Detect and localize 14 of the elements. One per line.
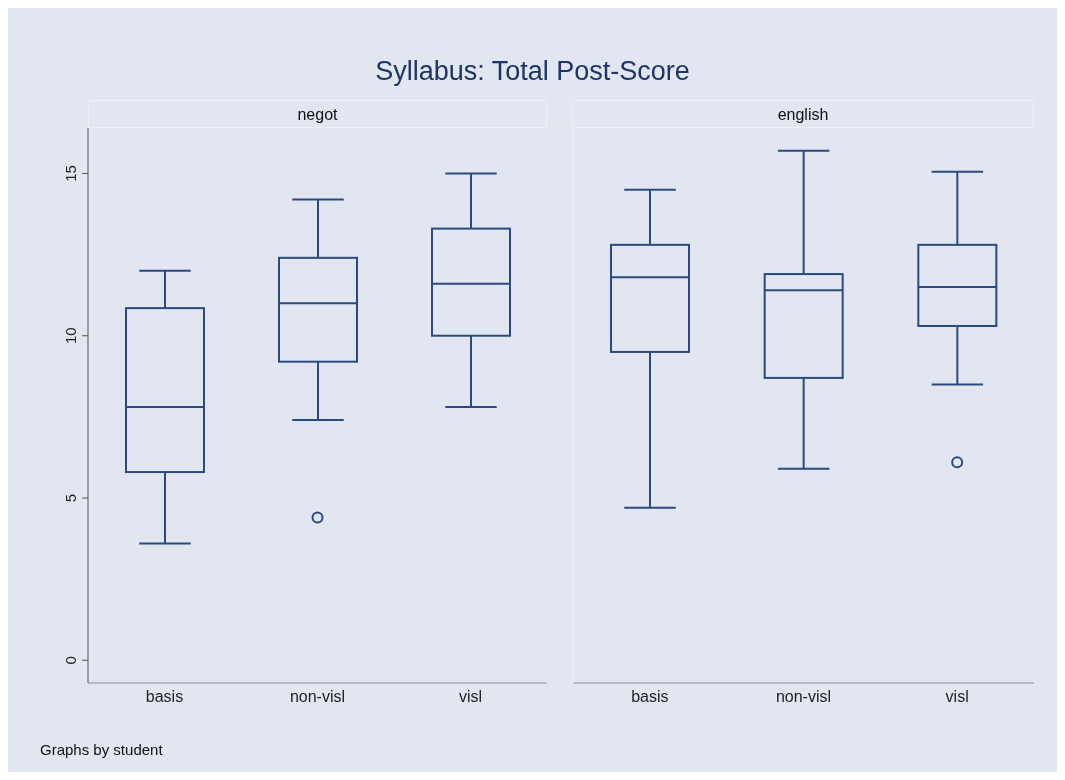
chart-subtitle: english xyxy=(572,100,1034,128)
y-tick-label: 10 xyxy=(62,327,79,345)
x-tick-label: visl xyxy=(945,688,969,706)
text: Graphs by student xyxy=(40,741,163,758)
x-tick-label: visl xyxy=(458,688,483,706)
y-tick-label: 5 xyxy=(62,493,79,503)
x-tick-label: basis xyxy=(145,688,184,706)
y-tick-label: 15 xyxy=(62,165,79,182)
x-tick-label: non-visl xyxy=(289,688,346,706)
x-tick-label: basis xyxy=(631,688,669,706)
y-tick-label: 0 xyxy=(62,656,79,665)
chart-subtitle: negot xyxy=(88,100,547,128)
chart-title: Syllabus: Total Post-Score xyxy=(374,56,691,87)
x-tick-label: non-visl xyxy=(775,688,832,706)
